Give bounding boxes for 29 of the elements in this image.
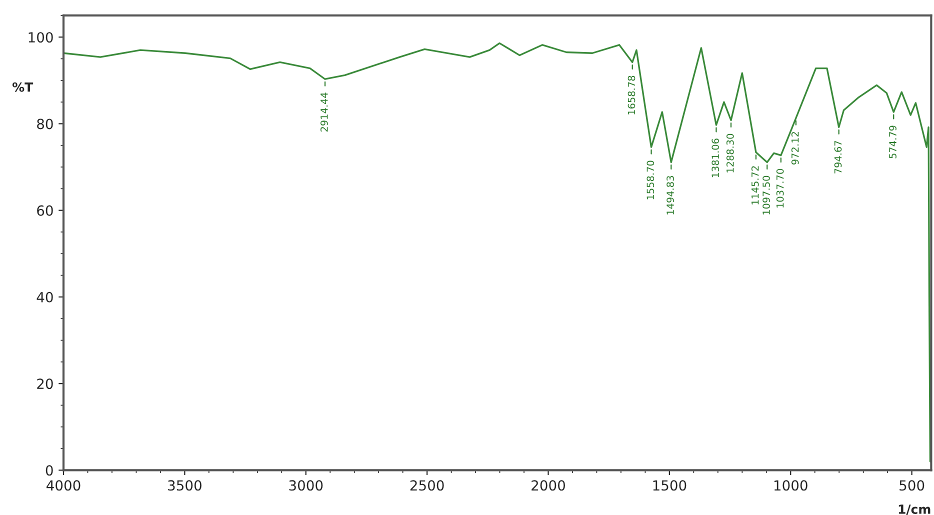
annotation: 1037.70 [776, 168, 784, 208]
annotation: 1494.83 [666, 176, 674, 214]
annotation: 1145.72 [751, 166, 759, 204]
annotation: 1381.06 [712, 138, 720, 178]
x-tick-label: 1000 [774, 480, 808, 491]
annotation: 1658.78 [628, 76, 636, 114]
annotation: 794.67 [834, 141, 842, 174]
annotation: 972.12 [791, 132, 799, 164]
annotation: 1097.50 [762, 176, 770, 214]
y-tick-label: 40 [36, 292, 53, 302]
x-tick-label: 3500 [168, 480, 202, 491]
annotation: 2914.44 [320, 92, 328, 132]
y-tick-label: 20 [37, 378, 53, 390]
annotation: 574.79 [889, 126, 896, 158]
y-tick-label: 0 [46, 465, 53, 476]
y-axis-title: %T [12, 82, 34, 92]
line-series [64, 42, 932, 462]
x-tick-label: 2000 [532, 480, 566, 491]
x-axis-title: 1/cm [898, 504, 930, 515]
annotation: 1558.70 [646, 160, 654, 200]
y-tick-label: 100 [28, 32, 53, 43]
x-tick-label: 2500 [410, 480, 444, 491]
y-tick-label: 60 [37, 205, 53, 216]
x-tick-label: 4000 [46, 480, 80, 491]
annotation: 1288.30 [726, 134, 734, 172]
x-tick-label: 500 [900, 480, 924, 491]
y-tick-label: 80 [37, 118, 53, 130]
x-tick-label: 3000 [289, 480, 323, 491]
x-tick-label: 1500 [653, 480, 686, 491]
